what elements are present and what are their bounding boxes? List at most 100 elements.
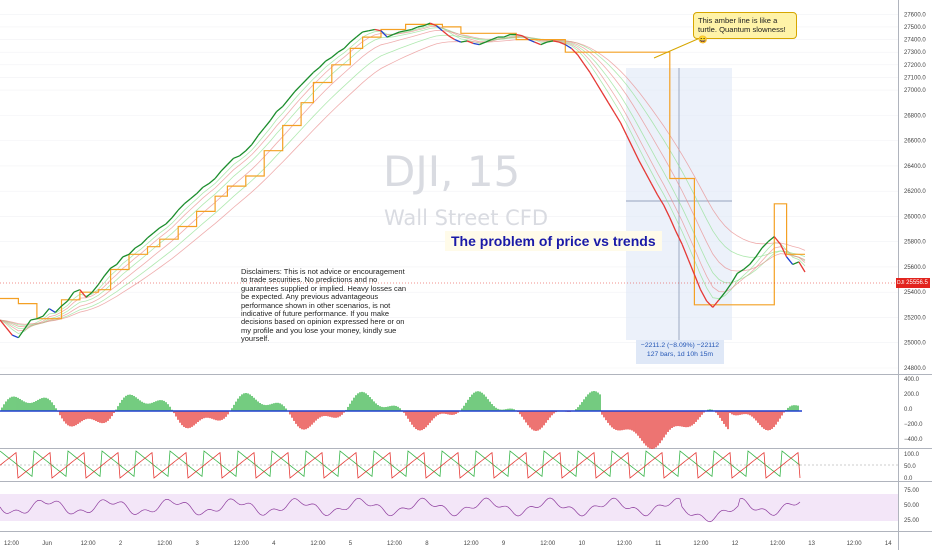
time-tick-label: 10	[579, 541, 586, 547]
annotation-callout[interactable]: This amber line is like a turtle. Quantu…	[693, 12, 797, 44]
price-segment	[214, 170, 222, 179]
price-segment	[516, 33, 523, 37]
price-segment	[479, 41, 486, 46]
price-tick-label: 24800.0	[904, 366, 926, 372]
price-tick-label: 27500.0	[904, 25, 926, 31]
ribbon-line	[0, 29, 806, 328]
price-segment	[411, 26, 419, 31]
price-segment	[306, 71, 314, 80]
price-segment	[134, 243, 142, 249]
price-segment	[190, 193, 198, 200]
osc-red-line	[0, 451, 801, 479]
watermark-symbol: DJI, 15	[383, 147, 520, 196]
rsi-tick-label: 75.00	[904, 488, 920, 494]
ribbon-line	[0, 27, 806, 329]
measure-range-area	[626, 68, 732, 340]
price-segment	[429, 22, 437, 27]
price-segment	[601, 92, 609, 104]
price-segment	[24, 319, 32, 330]
price-segment	[779, 243, 788, 258]
price-segment	[417, 25, 425, 28]
price-segment	[743, 263, 751, 270]
price-segment	[737, 268, 744, 274]
price-segment	[448, 35, 456, 41]
price-segment	[755, 247, 763, 258]
hist-tick-label: −400.0	[904, 437, 923, 443]
price-segment	[552, 40, 560, 43]
price-segment	[693, 274, 702, 290]
watermark-name: Wall Street CFD	[384, 206, 548, 230]
time-axis: 12:00 Jun 12:00 2 12:00 3 12:00 4 12:00 5 12:00 8 12…	[4, 541, 892, 547]
price-segment	[718, 291, 726, 301]
time-tick-label: 12:00	[770, 541, 786, 547]
price-tick-label: 26600.0	[904, 139, 926, 145]
price-segment	[153, 227, 161, 234]
price-segment	[208, 178, 216, 185]
last-price-tag: 25556.5	[896, 278, 930, 288]
last-price-symbol: DJI	[897, 280, 905, 286]
price-tick-label: 25000.0	[904, 341, 926, 347]
time-tick-label: 5	[349, 541, 353, 547]
price-segment	[485, 38, 492, 43]
price-segment	[761, 241, 769, 249]
ribbon-line	[0, 34, 806, 326]
time-tick-label: 12:00	[693, 541, 709, 547]
price-segment	[460, 40, 468, 43]
price-segment	[337, 47, 345, 53]
price-segment	[245, 143, 253, 152]
price-segment	[288, 90, 296, 100]
price-segment	[282, 98, 290, 107]
price-segment	[312, 66, 320, 73]
price-tick-label: 27200.0	[904, 63, 926, 69]
price-segment	[17, 328, 26, 339]
price-segment	[85, 291, 93, 298]
time-tick-label: 11	[655, 541, 662, 547]
price-segment	[355, 31, 363, 38]
time-tick-label: 12:00	[157, 541, 173, 547]
price-segment	[595, 82, 603, 93]
price-segment	[343, 41, 351, 49]
amber-line-path	[0, 23, 805, 320]
price-segment	[36, 315, 44, 320]
ribbon-line	[0, 38, 806, 325]
price-axis: 27600.0 27500.0 27400.0 27300.0 27200.0 27100…	[904, 12, 926, 372]
price-segment	[626, 135, 634, 149]
price-segment	[380, 30, 388, 38]
price-segment	[171, 209, 179, 219]
time-tick-label: 13	[808, 541, 815, 547]
price-segment	[239, 150, 247, 157]
price-tick-label: 25200.0	[904, 315, 926, 321]
rsi-tick-label: 25.00	[904, 518, 920, 524]
price-tick-label: 27000.0	[904, 88, 926, 94]
price-segment	[128, 247, 136, 255]
price-segment	[675, 231, 683, 245]
osc-tick-label: 0.0	[904, 476, 913, 482]
time-tick-label: 12:00	[540, 541, 556, 547]
price-segment	[521, 35, 529, 41]
histogram-pane: 400.0 200.0 0.0 −200.0 −400.0	[0, 377, 923, 449]
rsi-pane: 75.00 50.00 25.00	[0, 488, 920, 524]
price-tick-label: 27600.0	[904, 12, 926, 18]
price-tick-label: 25600.0	[904, 265, 926, 271]
time-tick-label: 14	[885, 541, 892, 547]
price-segment	[786, 256, 794, 265]
price-grid	[0, 14, 898, 369]
time-tick-label: Jun	[42, 541, 52, 547]
price-segment	[5, 327, 13, 336]
watermark: DJI, 15 Wall Street CFD	[383, 147, 548, 230]
price-segment	[220, 164, 228, 172]
time-tick-label: 12:00	[4, 541, 20, 547]
price-segment	[577, 54, 585, 64]
price-segment	[122, 253, 130, 258]
price-tick-label: 25400.0	[904, 290, 926, 296]
price-segment	[442, 30, 450, 37]
time-tick-label: 3	[196, 541, 200, 547]
price-segment	[558, 41, 566, 46]
ribbon-line	[0, 25, 806, 332]
price-segment	[613, 112, 622, 124]
price-segment	[571, 47, 579, 56]
price-segment	[399, 30, 406, 33]
price-tick-label: 25800.0	[904, 240, 926, 246]
time-tick-label: 2	[119, 541, 123, 547]
